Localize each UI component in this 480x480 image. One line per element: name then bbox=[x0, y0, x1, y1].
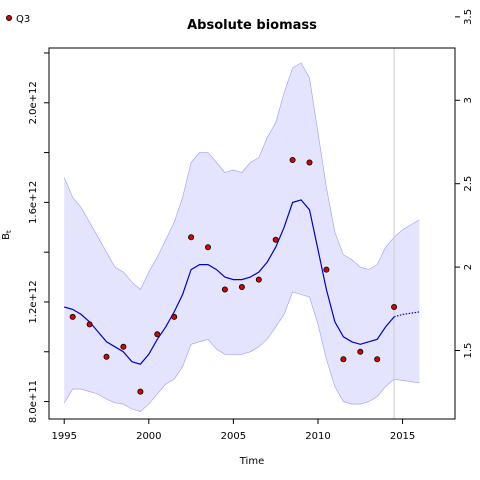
right-tick-label: 3.5 bbox=[463, 9, 474, 25]
y-tick-label: 1.2e+12 bbox=[28, 280, 39, 323]
data-point bbox=[306, 159, 313, 166]
x-tick-label: 2000 bbox=[136, 431, 161, 442]
data-point bbox=[120, 343, 127, 350]
plot-frame bbox=[48, 47, 456, 420]
legend-label: Q3 bbox=[16, 14, 30, 25]
band-upper-edge bbox=[63, 62, 420, 290]
data-point bbox=[69, 313, 76, 320]
right-tick-label: 2 bbox=[463, 264, 474, 270]
data-point bbox=[357, 348, 364, 355]
x-tick-label: 1995 bbox=[51, 431, 76, 442]
legend: Q3 bbox=[6, 14, 30, 25]
data-point bbox=[272, 236, 279, 243]
data-point bbox=[188, 234, 195, 241]
x-axis-title: Time bbox=[239, 456, 264, 467]
data-point bbox=[323, 266, 330, 273]
data-point bbox=[137, 388, 144, 395]
y-axis: 8.0e+11 1.2e+12 1.6e+12 2.0e+12 bbox=[28, 52, 49, 423]
right-tick-label: 2.5 bbox=[463, 176, 474, 192]
legend-marker bbox=[6, 14, 12, 21]
data-point bbox=[86, 321, 93, 328]
y-axis-title-main: B bbox=[1, 233, 12, 240]
y-tick-label: 2.0e+12 bbox=[28, 81, 39, 124]
x-tick-label: 2015 bbox=[390, 431, 415, 442]
data-point bbox=[374, 356, 381, 363]
x-tick-label: 2005 bbox=[221, 431, 246, 442]
data-point bbox=[391, 303, 398, 310]
data-point bbox=[171, 313, 178, 320]
chart-title: Absolute biomass bbox=[187, 18, 317, 33]
projection-line bbox=[393, 311, 420, 318]
data-point bbox=[255, 276, 262, 283]
plot-area bbox=[63, 48, 420, 419]
x-axis: 1995 2000 2005 2010 2015 bbox=[51, 419, 415, 442]
y-axis-title: Bt bbox=[1, 230, 13, 240]
data-point bbox=[340, 356, 347, 363]
right-axis: 1.5 2 2.5 3 3.5 bbox=[455, 9, 474, 359]
data-point bbox=[103, 353, 110, 360]
confidence-band bbox=[64, 62, 420, 412]
data-point bbox=[154, 331, 161, 338]
band-lower-edge bbox=[63, 291, 420, 412]
data-point bbox=[289, 156, 296, 163]
right-tick-label: 1.5 bbox=[463, 343, 474, 359]
y-tick-label: 1.6e+12 bbox=[28, 181, 39, 224]
right-tick-label: 3 bbox=[463, 97, 474, 103]
data-point bbox=[221, 286, 228, 293]
data-point bbox=[238, 283, 245, 290]
biomass-estimate-line bbox=[64, 199, 395, 365]
y-tick-label: 8.0e+11 bbox=[28, 380, 39, 423]
x-tick-label: 2010 bbox=[305, 431, 330, 442]
data-point bbox=[204, 244, 211, 251]
y-axis-title-subscript: t bbox=[5, 230, 13, 233]
